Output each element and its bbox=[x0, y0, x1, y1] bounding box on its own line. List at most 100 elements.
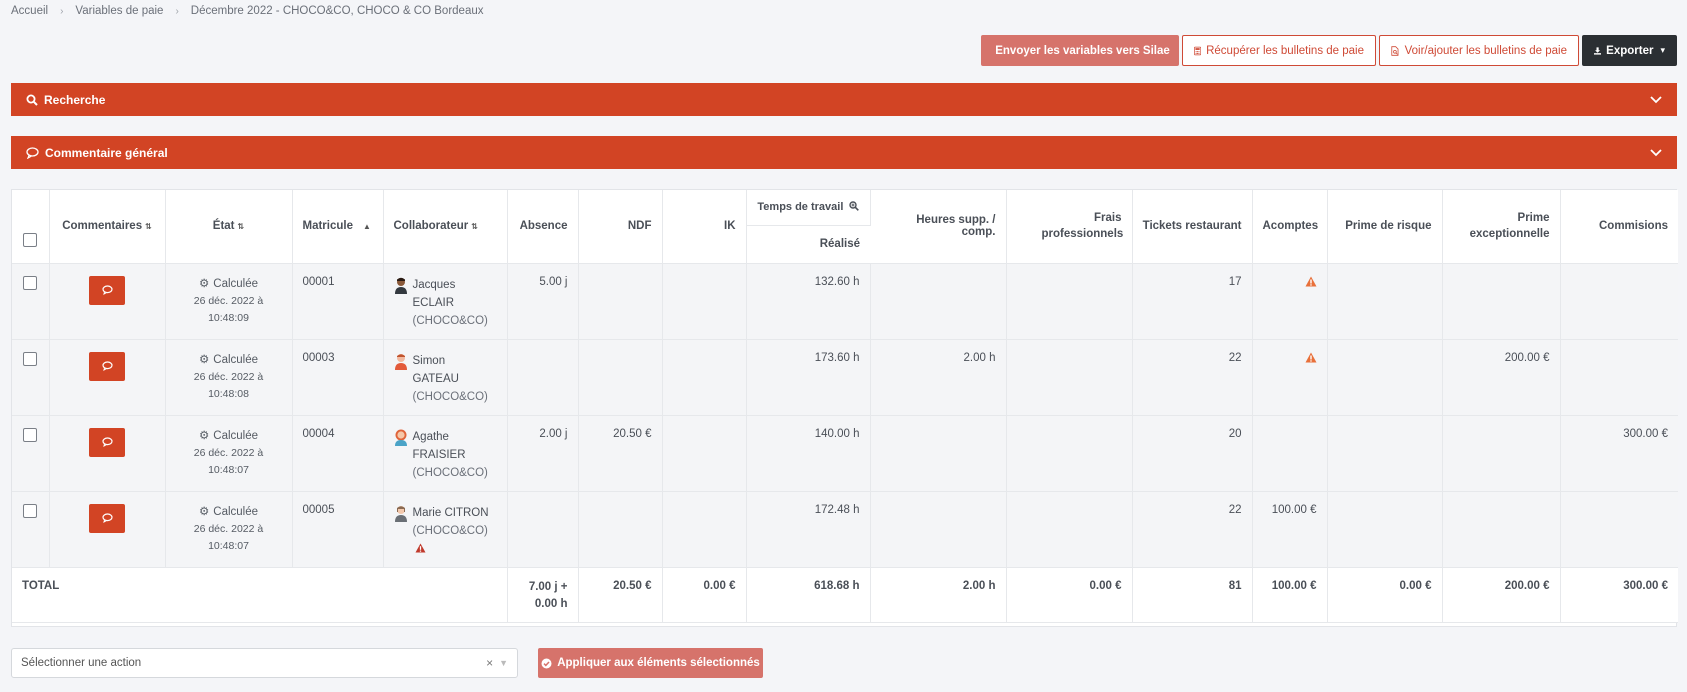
avatar bbox=[394, 505, 407, 522]
acomptes-cell bbox=[1252, 339, 1328, 416]
ik-cell bbox=[662, 263, 747, 340]
col-ik: IK bbox=[662, 190, 747, 264]
breadcrumb-variables[interactable]: Variables de paie bbox=[75, 5, 164, 17]
risque-cell bbox=[1327, 491, 1443, 568]
search-panel-title: Recherche bbox=[44, 92, 106, 107]
apply-selection-button[interactable]: Appliquer aux éléments sélectionnés bbox=[538, 648, 763, 678]
export-button[interactable]: Exporter ▾ bbox=[1582, 35, 1677, 66]
table-row: ⚙ Calculée 26 déc. 2022 à 10:48:07 00004 Ag… bbox=[12, 415, 1678, 492]
select-all-checkbox[interactable] bbox=[23, 232, 38, 247]
col-commentaires[interactable]: Commentaires ⇅ bbox=[49, 190, 166, 264]
collaborateur-cell: Simon GATEAU (CHOCO&CO) bbox=[383, 339, 508, 416]
action-select[interactable]: Sélectionner une action × ▼ bbox=[11, 648, 518, 678]
breadcrumb-home[interactable]: Accueil bbox=[11, 5, 49, 17]
tickets-cell: 17 bbox=[1132, 263, 1253, 340]
absence-cell: 5.00 j bbox=[507, 263, 579, 340]
col-tickets: Tickets restaurant bbox=[1132, 190, 1253, 264]
total-label: TOTAL bbox=[12, 567, 508, 623]
col-matricule[interactable]: Matricule ▲ bbox=[292, 190, 384, 264]
gears-icon: ⚙ bbox=[198, 429, 210, 442]
total-ik: 0.00 € bbox=[662, 567, 747, 623]
etat-date: 26 déc. 2022 à bbox=[193, 370, 264, 383]
col-matricule-label: Matricule bbox=[302, 220, 354, 233]
col-collaborateur-label: Collaborateur bbox=[393, 220, 469, 233]
col-tickets-label: Tickets restaurant bbox=[1142, 220, 1242, 233]
collaborateur-firstname[interactable]: Agathe bbox=[412, 430, 449, 443]
col-etat[interactable]: État ⇅ bbox=[165, 190, 293, 264]
check-circle-icon bbox=[541, 658, 552, 668]
col-collaborateur[interactable]: Collaborateur ⇅ bbox=[383, 190, 508, 264]
row-checkbox[interactable] bbox=[23, 275, 38, 290]
col-etat-label: État bbox=[212, 220, 235, 233]
comment-button[interactable] bbox=[89, 275, 125, 305]
etat-time: 10:48:07 bbox=[208, 539, 249, 552]
collaborateur-firstname[interactable]: Simon bbox=[412, 354, 446, 367]
warning-icon[interactable] bbox=[1305, 276, 1317, 287]
avatar bbox=[394, 353, 407, 370]
heures-cell bbox=[870, 491, 1007, 568]
col-prime-exceptionnelle: Prime exceptionnelle bbox=[1442, 190, 1561, 264]
collaborateur-name[interactable]: Marie CITRON bbox=[412, 506, 489, 519]
search-panel[interactable]: Recherche bbox=[11, 83, 1677, 116]
collaborateur-firstname[interactable]: Jacques bbox=[412, 278, 456, 291]
export-label: Exporter bbox=[1606, 44, 1654, 57]
col-absence-label: Absence bbox=[519, 220, 568, 233]
calculator-icon bbox=[1194, 46, 1202, 55]
total-risque: 0.00 € bbox=[1327, 567, 1443, 623]
comment-cell bbox=[49, 415, 166, 492]
total-frais: 0.00 € bbox=[1006, 567, 1133, 623]
zoom-icon[interactable] bbox=[848, 201, 859, 212]
col-commentaires-label: Commentaires bbox=[62, 220, 143, 233]
sort-icon: ⇅ bbox=[145, 222, 152, 232]
chevron-right-icon: › bbox=[175, 5, 179, 17]
voir-bulletins-label: Voir/ajouter les bulletins de paie bbox=[1404, 44, 1567, 57]
etat-label: Calculée bbox=[213, 505, 259, 518]
ndf-cell: 20.50 € bbox=[578, 415, 663, 492]
avatar bbox=[394, 277, 407, 294]
send-variables-button[interactable]: Envoyer les variables vers Silae bbox=[981, 35, 1179, 66]
total-row: TOTAL 7.00 j + 0.00 h 20.50 € 0.00 € 618.… bbox=[12, 567, 1678, 623]
general-comment-panel[interactable]: Commentaire général bbox=[11, 136, 1677, 169]
col-temps-travail[interactable]: Temps de travail bbox=[746, 190, 871, 226]
absence-cell: 2.00 j bbox=[507, 415, 579, 492]
row-select-cell bbox=[12, 339, 50, 416]
alert-icon[interactable] bbox=[415, 542, 426, 553]
matricule-cell: 00001 bbox=[292, 263, 384, 340]
comment-button[interactable] bbox=[89, 503, 125, 533]
chevron-down-icon[interactable] bbox=[1650, 148, 1662, 157]
frais-cell bbox=[1006, 263, 1133, 340]
etat-cell: ⚙ Calculée 26 déc. 2022 à 10:48:07 bbox=[165, 491, 293, 568]
chevron-right-icon: › bbox=[60, 5, 64, 17]
col-heures-supp: Heures supp. / comp. bbox=[870, 190, 1007, 264]
row-checkbox[interactable] bbox=[23, 427, 38, 442]
acomptes-cell bbox=[1252, 415, 1328, 492]
row-checkbox[interactable] bbox=[23, 503, 38, 518]
collaborateur-company: (CHOCO&CO) bbox=[412, 524, 488, 537]
collaborateur-cell: Jacques ECLAIR (CHOCO&CO) bbox=[383, 263, 508, 340]
clear-icon[interactable]: × bbox=[486, 656, 494, 670]
collaborateur-lastname[interactable]: GATEAU bbox=[412, 372, 459, 385]
ik-cell bbox=[662, 339, 747, 416]
recuperer-bulletins-button[interactable]: Récupérer les bulletins de paie bbox=[1182, 35, 1376, 66]
col-acomptes: Acomptes bbox=[1252, 190, 1328, 264]
comment-button[interactable] bbox=[89, 427, 125, 457]
collaborateur-company: (CHOCO&CO) bbox=[412, 466, 488, 479]
comment-button[interactable] bbox=[89, 351, 125, 381]
etat-date: 26 déc. 2022 à bbox=[193, 446, 264, 459]
voir-bulletins-button[interactable]: Voir/ajouter les bulletins de paie bbox=[1379, 35, 1579, 66]
gears-icon: ⚙ bbox=[198, 505, 210, 518]
realise-cell: 140.00 h bbox=[746, 415, 871, 492]
total-exceptionnelle: 200.00 € bbox=[1442, 567, 1561, 623]
matricule-cell: 00005 bbox=[292, 491, 384, 568]
chevron-down-icon[interactable] bbox=[1650, 95, 1662, 104]
comment-cell bbox=[49, 491, 166, 568]
warning-icon[interactable] bbox=[1305, 352, 1317, 363]
collaborateur-lastname[interactable]: ECLAIR bbox=[412, 296, 455, 309]
row-checkbox[interactable] bbox=[23, 351, 38, 366]
commisions-cell bbox=[1560, 263, 1678, 340]
frais-cell bbox=[1006, 339, 1133, 416]
collaborateur-lastname[interactable]: FRAISIER bbox=[412, 448, 466, 461]
etat-cell: ⚙ Calculée 26 déc. 2022 à 10:48:08 bbox=[165, 339, 293, 416]
general-comment-title: Commentaire général bbox=[45, 145, 168, 160]
chevron-down-icon: ▾ bbox=[1660, 45, 1665, 55]
